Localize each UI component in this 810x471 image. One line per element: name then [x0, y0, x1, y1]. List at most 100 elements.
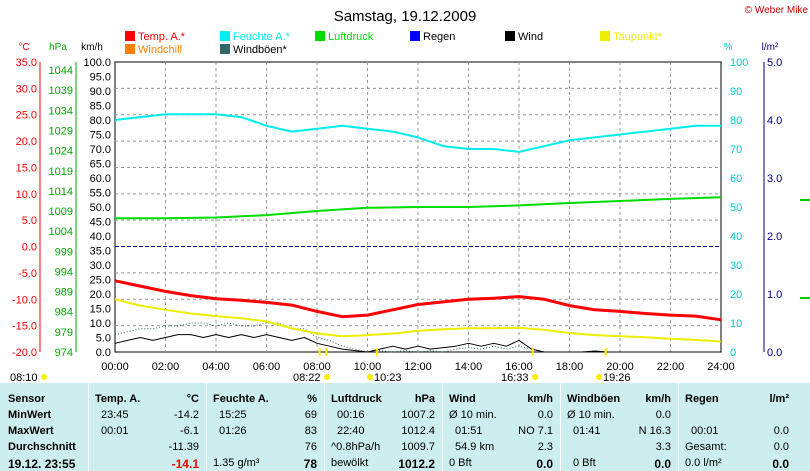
- rain-header: Regen: [685, 393, 719, 405]
- x-tick-label: 14:00: [455, 361, 483, 373]
- legend-swatch: [600, 31, 610, 41]
- axis-tick-label: 1.0: [767, 289, 782, 301]
- humidity-min-value: 69: [304, 409, 317, 421]
- axis-tick-label: 85.0: [90, 101, 111, 113]
- rain-column: Regen l/m² 00:01 0.0 Gesamt: 0.0 0.0 l/m…: [678, 383, 797, 471]
- pressure-max-time: 22:40: [337, 425, 365, 437]
- wind-max-time: 01:51: [455, 425, 483, 437]
- sensor-max-label: MaxWert: [8, 425, 54, 437]
- sun-event-label: 16:33: [501, 372, 529, 383]
- rain-total-value: 0.0: [773, 441, 789, 453]
- wind-bft: 0 Bft: [449, 457, 472, 469]
- legend-swatch: [125, 31, 135, 41]
- axis-tick-label: 0.0: [767, 347, 782, 359]
- gusts-header: Windböen: [567, 393, 621, 405]
- pressure-forecast: bewölkt: [331, 457, 369, 469]
- legend-swatch: [505, 31, 515, 41]
- axis-tick-label: -5.0: [18, 268, 37, 280]
- axis-tick-label: 1014: [49, 186, 73, 198]
- axis-tick-label: 70: [730, 144, 742, 156]
- gusts-unit: km/h: [645, 393, 671, 405]
- axis-tick-label: 10: [730, 318, 742, 330]
- chart-title: Samstag, 19.12.2009: [334, 8, 477, 25]
- axis-tick-label: 984: [55, 307, 73, 319]
- axis-tick-label: 100.0: [83, 57, 111, 69]
- chart-credit: © Weber Mike: [745, 5, 809, 16]
- pressure-max-value: 1012.4: [401, 425, 435, 437]
- axis-tick-label: 1004: [49, 226, 73, 238]
- x-tick-label: 24:00: [707, 361, 735, 373]
- axis-tick-label: 60.0: [90, 173, 111, 185]
- wind-avg-10min-value: 0.0: [537, 409, 553, 421]
- axis-tick-label: 45.0: [90, 217, 111, 229]
- plot-grid: [115, 62, 721, 352]
- axis-tick-label: 1034: [49, 105, 73, 117]
- pressure-current-value: 1012.2: [398, 457, 435, 471]
- humidity-avg-value: 76: [304, 441, 317, 453]
- axis-tick-label: 4.0: [767, 115, 782, 127]
- axis-tick-label: 25.0: [16, 110, 37, 122]
- temp-max-time: 00:01: [101, 425, 129, 437]
- temp-current-value: -14.1: [171, 457, 199, 471]
- axis-tick-label: 994: [55, 266, 73, 278]
- axis-tick-label: 65.0: [90, 159, 111, 171]
- wind-max-value: NO 7.1: [518, 425, 553, 437]
- plot-series: [114, 113, 722, 353]
- axis-tick-label: 1009: [49, 206, 73, 218]
- wind-current-value: 0.0: [536, 457, 553, 471]
- x-tick-label: 20:00: [606, 361, 634, 373]
- wind-column: Wind km/h Ø 10 min. 0.0 01:51 NO 7.1 54.…: [442, 383, 561, 471]
- gusts-avg-value: 3.3: [655, 441, 671, 453]
- series-line: [115, 196, 722, 220]
- legend-swatch: [410, 31, 420, 41]
- axis-tick-label: 15.0: [16, 162, 37, 174]
- axis-tick-label: 40: [730, 231, 742, 243]
- axis-tick-label: 0: [730, 347, 736, 359]
- axis-tick-label: 30.0: [90, 260, 111, 272]
- axis-tick-label: 20.0: [16, 136, 37, 148]
- axis-tick-label: 5.0: [96, 333, 111, 345]
- axis-tick-label: -20.0: [12, 347, 37, 359]
- gusts-current-value: 0.0: [654, 457, 671, 471]
- axis-tick-label: 20.0: [90, 289, 111, 301]
- axis-tick-label: 50: [730, 202, 742, 214]
- axis-tick-label: 10.0: [90, 318, 111, 330]
- axis-tick-label: 60: [730, 173, 742, 185]
- axis-tick-label: 989: [55, 287, 73, 299]
- legend-label: Regen: [423, 31, 455, 43]
- gusts-avg-10min-value: 0.0: [655, 409, 671, 421]
- axis-tick-label: 5.0: [22, 215, 37, 227]
- temp-min-time: 23:45: [101, 409, 129, 421]
- sun-event-icon: [367, 374, 373, 380]
- axis-tick-label: 2.0: [767, 231, 782, 243]
- series-line: [114, 113, 721, 153]
- humidity-header: Feuchte A.: [213, 393, 269, 405]
- x-tick-label: 02:00: [152, 361, 180, 373]
- wind-axis-unit: km/h: [81, 42, 103, 53]
- legend-label: Luftdruck: [328, 31, 374, 43]
- sun-events: 08:10 08:22 10:23 16:33 19:26: [10, 348, 631, 383]
- sun-event-icon: [596, 374, 602, 380]
- x-tick-label: 04:00: [202, 361, 230, 373]
- axis-tick-label: 5.0: [767, 57, 782, 69]
- axis-tick-label: 15.0: [90, 304, 111, 316]
- pressure-axis-unit: hPa: [49, 42, 67, 53]
- axis-tick-label: 3.0: [767, 173, 782, 185]
- wind-avg-value: 2.3: [537, 441, 553, 453]
- gusts-max-time: 01:41: [573, 425, 601, 437]
- x-tick-label: 06:00: [253, 361, 281, 373]
- sensor-current-label: 19.12. 23:55: [8, 457, 76, 471]
- axis-tick-label: 55.0: [90, 188, 111, 200]
- axis-tick-label: 75.0: [90, 130, 111, 142]
- wind-avg-label: Ø 10 min.: [449, 409, 497, 421]
- chart-legend: Temp. A.* Feuchte A.* Luftdruck Regen Wind Ta…: [125, 31, 663, 56]
- pressure-min-time: 00:16: [337, 409, 365, 421]
- axis-tick-label: 30: [730, 260, 742, 272]
- rain-max-time: 00:01: [691, 425, 719, 437]
- x-tick-label: 16:00: [505, 361, 533, 373]
- axis-tick-label: 30.0: [16, 83, 37, 95]
- axis-tick-label: 35.0: [16, 57, 37, 69]
- axis-tick-label: 20: [730, 289, 742, 301]
- axis-tick-label: 1044: [49, 65, 73, 77]
- temp-column: Temp. A. °C 23:45 -14.2 00:01 -6.1 -11.3…: [88, 383, 207, 471]
